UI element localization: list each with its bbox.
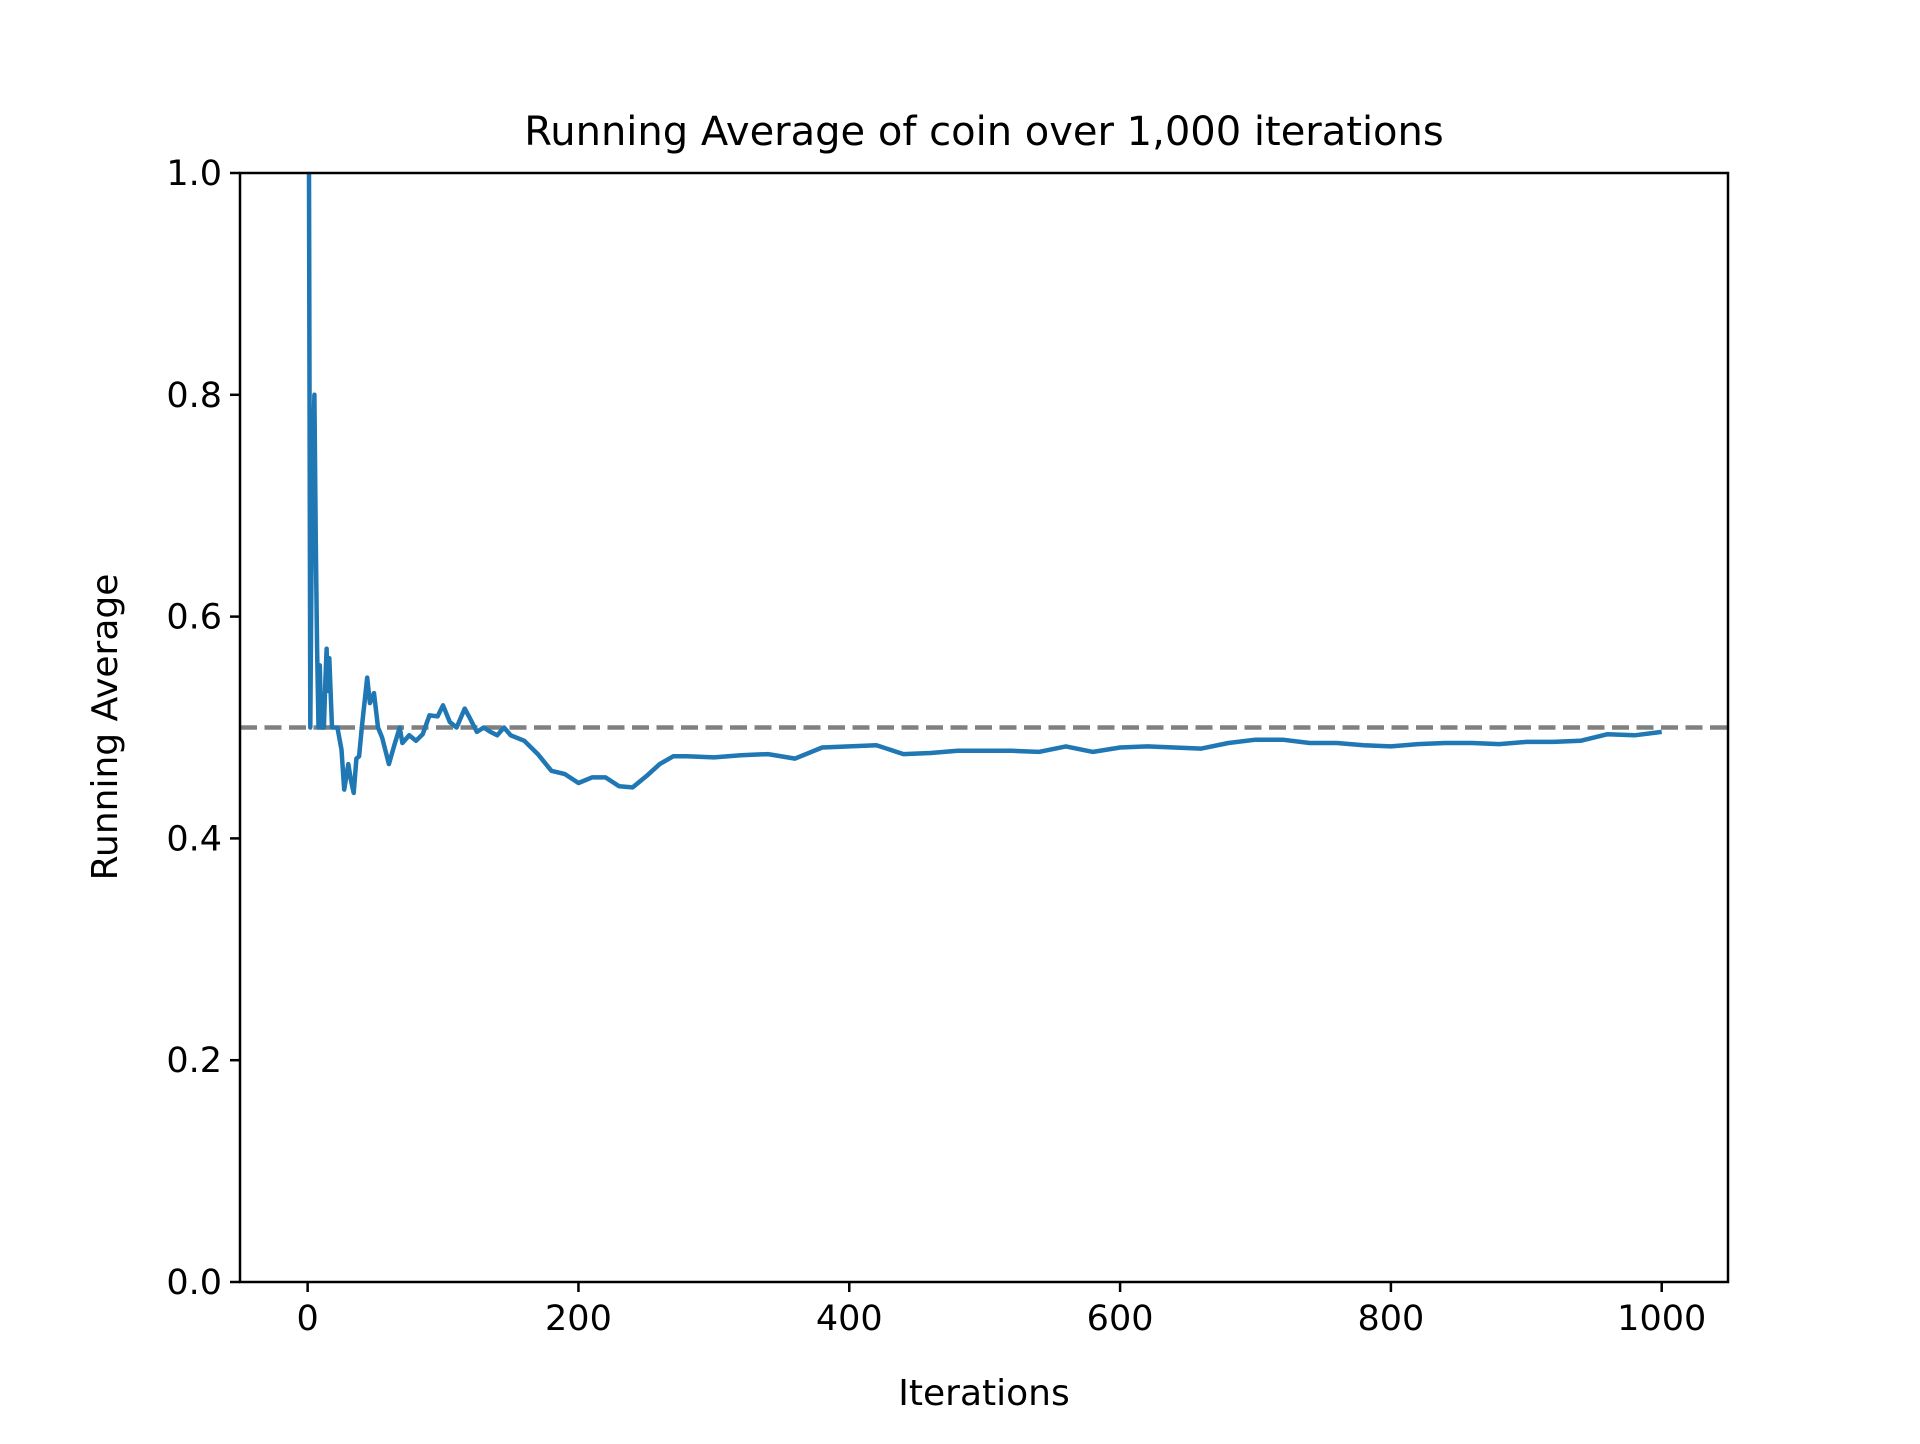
y-tick-label: 0.8: [166, 376, 222, 416]
series-line-0: [306, 173, 1662, 796]
y-tick-label: 0.0: [166, 1263, 222, 1303]
y-tick-label: 1.0: [166, 154, 222, 194]
plot-area: [240, 173, 1728, 796]
x-tick-label: 800: [1357, 1299, 1424, 1339]
y-tick-label: 0.4: [166, 819, 222, 859]
y-axis: 0.0 0.2 0.4 0.6 0.8 1.0: [166, 154, 240, 1303]
x-tick-label: 600: [1087, 1299, 1154, 1339]
axes-frame: [238, 171, 1730, 1284]
x-axis-label: Iterations: [898, 1373, 1069, 1414]
y-axis-label: Running Average: [85, 574, 126, 881]
x-tick-label: 400: [816, 1299, 883, 1339]
x-tick-label: 1000: [1617, 1299, 1706, 1339]
y-tick-label: 0.6: [166, 598, 222, 638]
x-axis: 0 200 400 600 800 1000: [296, 1282, 1706, 1339]
x-tick-label: 200: [545, 1299, 612, 1339]
x-tick-label: 0: [296, 1299, 318, 1339]
chart-title: Running Average of coin over 1,000 itera…: [524, 109, 1443, 155]
y-tick-label: 0.2: [166, 1041, 222, 1081]
